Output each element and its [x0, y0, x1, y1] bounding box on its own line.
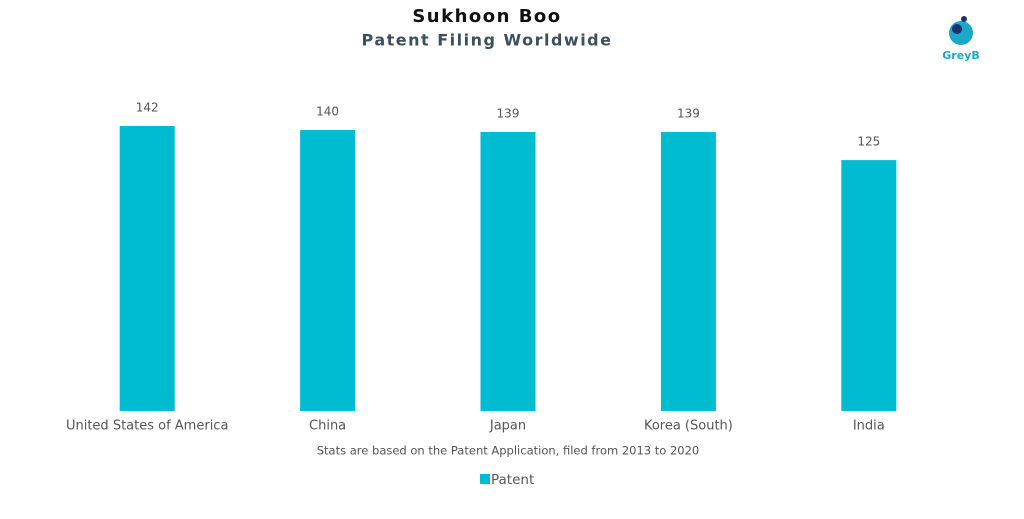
- x-tick-label: Japan: [489, 419, 526, 434]
- value-label: 140: [316, 105, 339, 119]
- x-tick-label: Korea (South): [644, 419, 733, 434]
- bar: [841, 160, 897, 411]
- value-label: 139: [497, 107, 520, 121]
- logo-icon: [949, 21, 973, 45]
- logo: GreyB: [942, 16, 980, 62]
- bar: [119, 126, 175, 411]
- x-tick-label: United States of America: [66, 419, 228, 434]
- logo-icon-dot: [952, 24, 962, 34]
- x-tick-label: China: [309, 419, 346, 434]
- note: Stats are based on the Patent Applicatio…: [317, 444, 700, 458]
- bar: [300, 130, 356, 411]
- value-label: 139: [677, 107, 700, 121]
- value-label: 142: [136, 101, 159, 115]
- value-label: 125: [857, 135, 880, 149]
- legend-label: Patent: [491, 472, 534, 488]
- chart-subtitle: Patent Filing Worldwide: [362, 31, 613, 50]
- chart-title: Sukhoon Boo: [412, 6, 561, 27]
- x-tick-label: India: [853, 419, 885, 434]
- bar: [480, 132, 536, 412]
- logo-icon-head: [961, 16, 967, 22]
- bar: [660, 132, 716, 412]
- legend-swatch: [480, 474, 490, 484]
- logo-text: GreyB: [942, 49, 979, 62]
